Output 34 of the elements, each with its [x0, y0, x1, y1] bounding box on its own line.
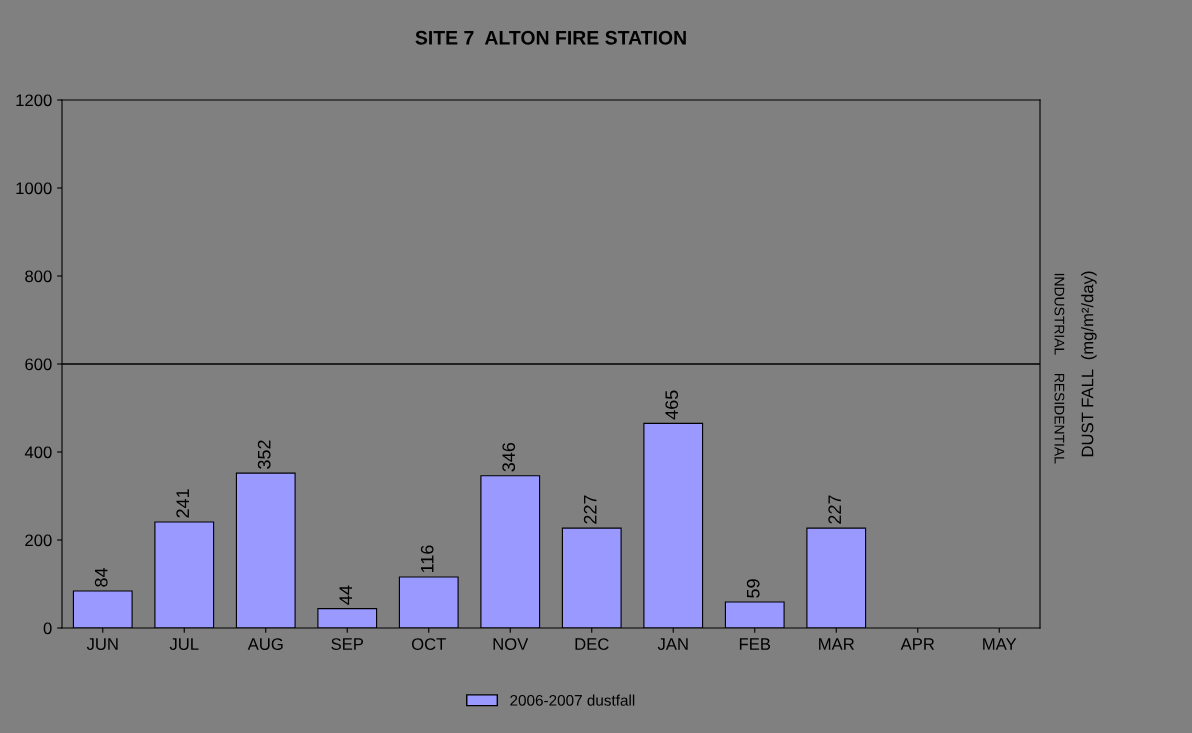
data-label: 227: [583, 495, 597, 524]
y-tick-label: 400: [24, 446, 52, 459]
data-label: 227: [828, 495, 841, 524]
data-label: 346: [502, 442, 516, 472]
x-tick-label: OCT: [411, 638, 446, 650]
data-label: 116: [420, 545, 434, 573]
text: INDUSTRIAL: [1054, 273, 1065, 355]
data-label: 465: [665, 390, 679, 420]
chart-title: SITE 7 ALTON FIRE STATION: [415, 30, 686, 45]
y-tick-label: 600: [25, 358, 52, 371]
legend-label: 2006-2007 dustfall: [510, 694, 635, 706]
y-tick-label: 200: [25, 534, 52, 547]
y-tick-label: 0: [43, 622, 52, 635]
y-tick-label: 1200: [16, 94, 52, 107]
data-label: 241: [176, 489, 189, 518]
y-axis-title: DUST FALL (mg/m²/day): [1081, 271, 1097, 457]
text: RESIDENTIAL: [1054, 373, 1065, 464]
x-tick-label: MAR: [819, 638, 854, 650]
data-label: 59: [746, 579, 760, 598]
x-tick-label: NOV: [493, 638, 529, 650]
x-tick-label: DEC: [575, 638, 609, 650]
x-tick-label: SEP: [331, 638, 364, 650]
x-tick-label: MAY: [983, 638, 1017, 650]
x-tick-label: AUG: [247, 638, 283, 650]
y-tick-label: 1000: [16, 182, 52, 195]
x-tick-label: JUN: [86, 638, 118, 650]
x-tick-label: JAN: [657, 638, 688, 650]
y-tick-label: 800: [25, 270, 52, 283]
x-tick-label: APR: [900, 638, 935, 650]
x-tick-label: FEB: [739, 638, 771, 650]
data-label: 352: [257, 440, 271, 469]
x-tick-label: JUL: [169, 638, 199, 650]
data-label: 44: [339, 585, 352, 605]
data-label: 84: [94, 567, 108, 587]
